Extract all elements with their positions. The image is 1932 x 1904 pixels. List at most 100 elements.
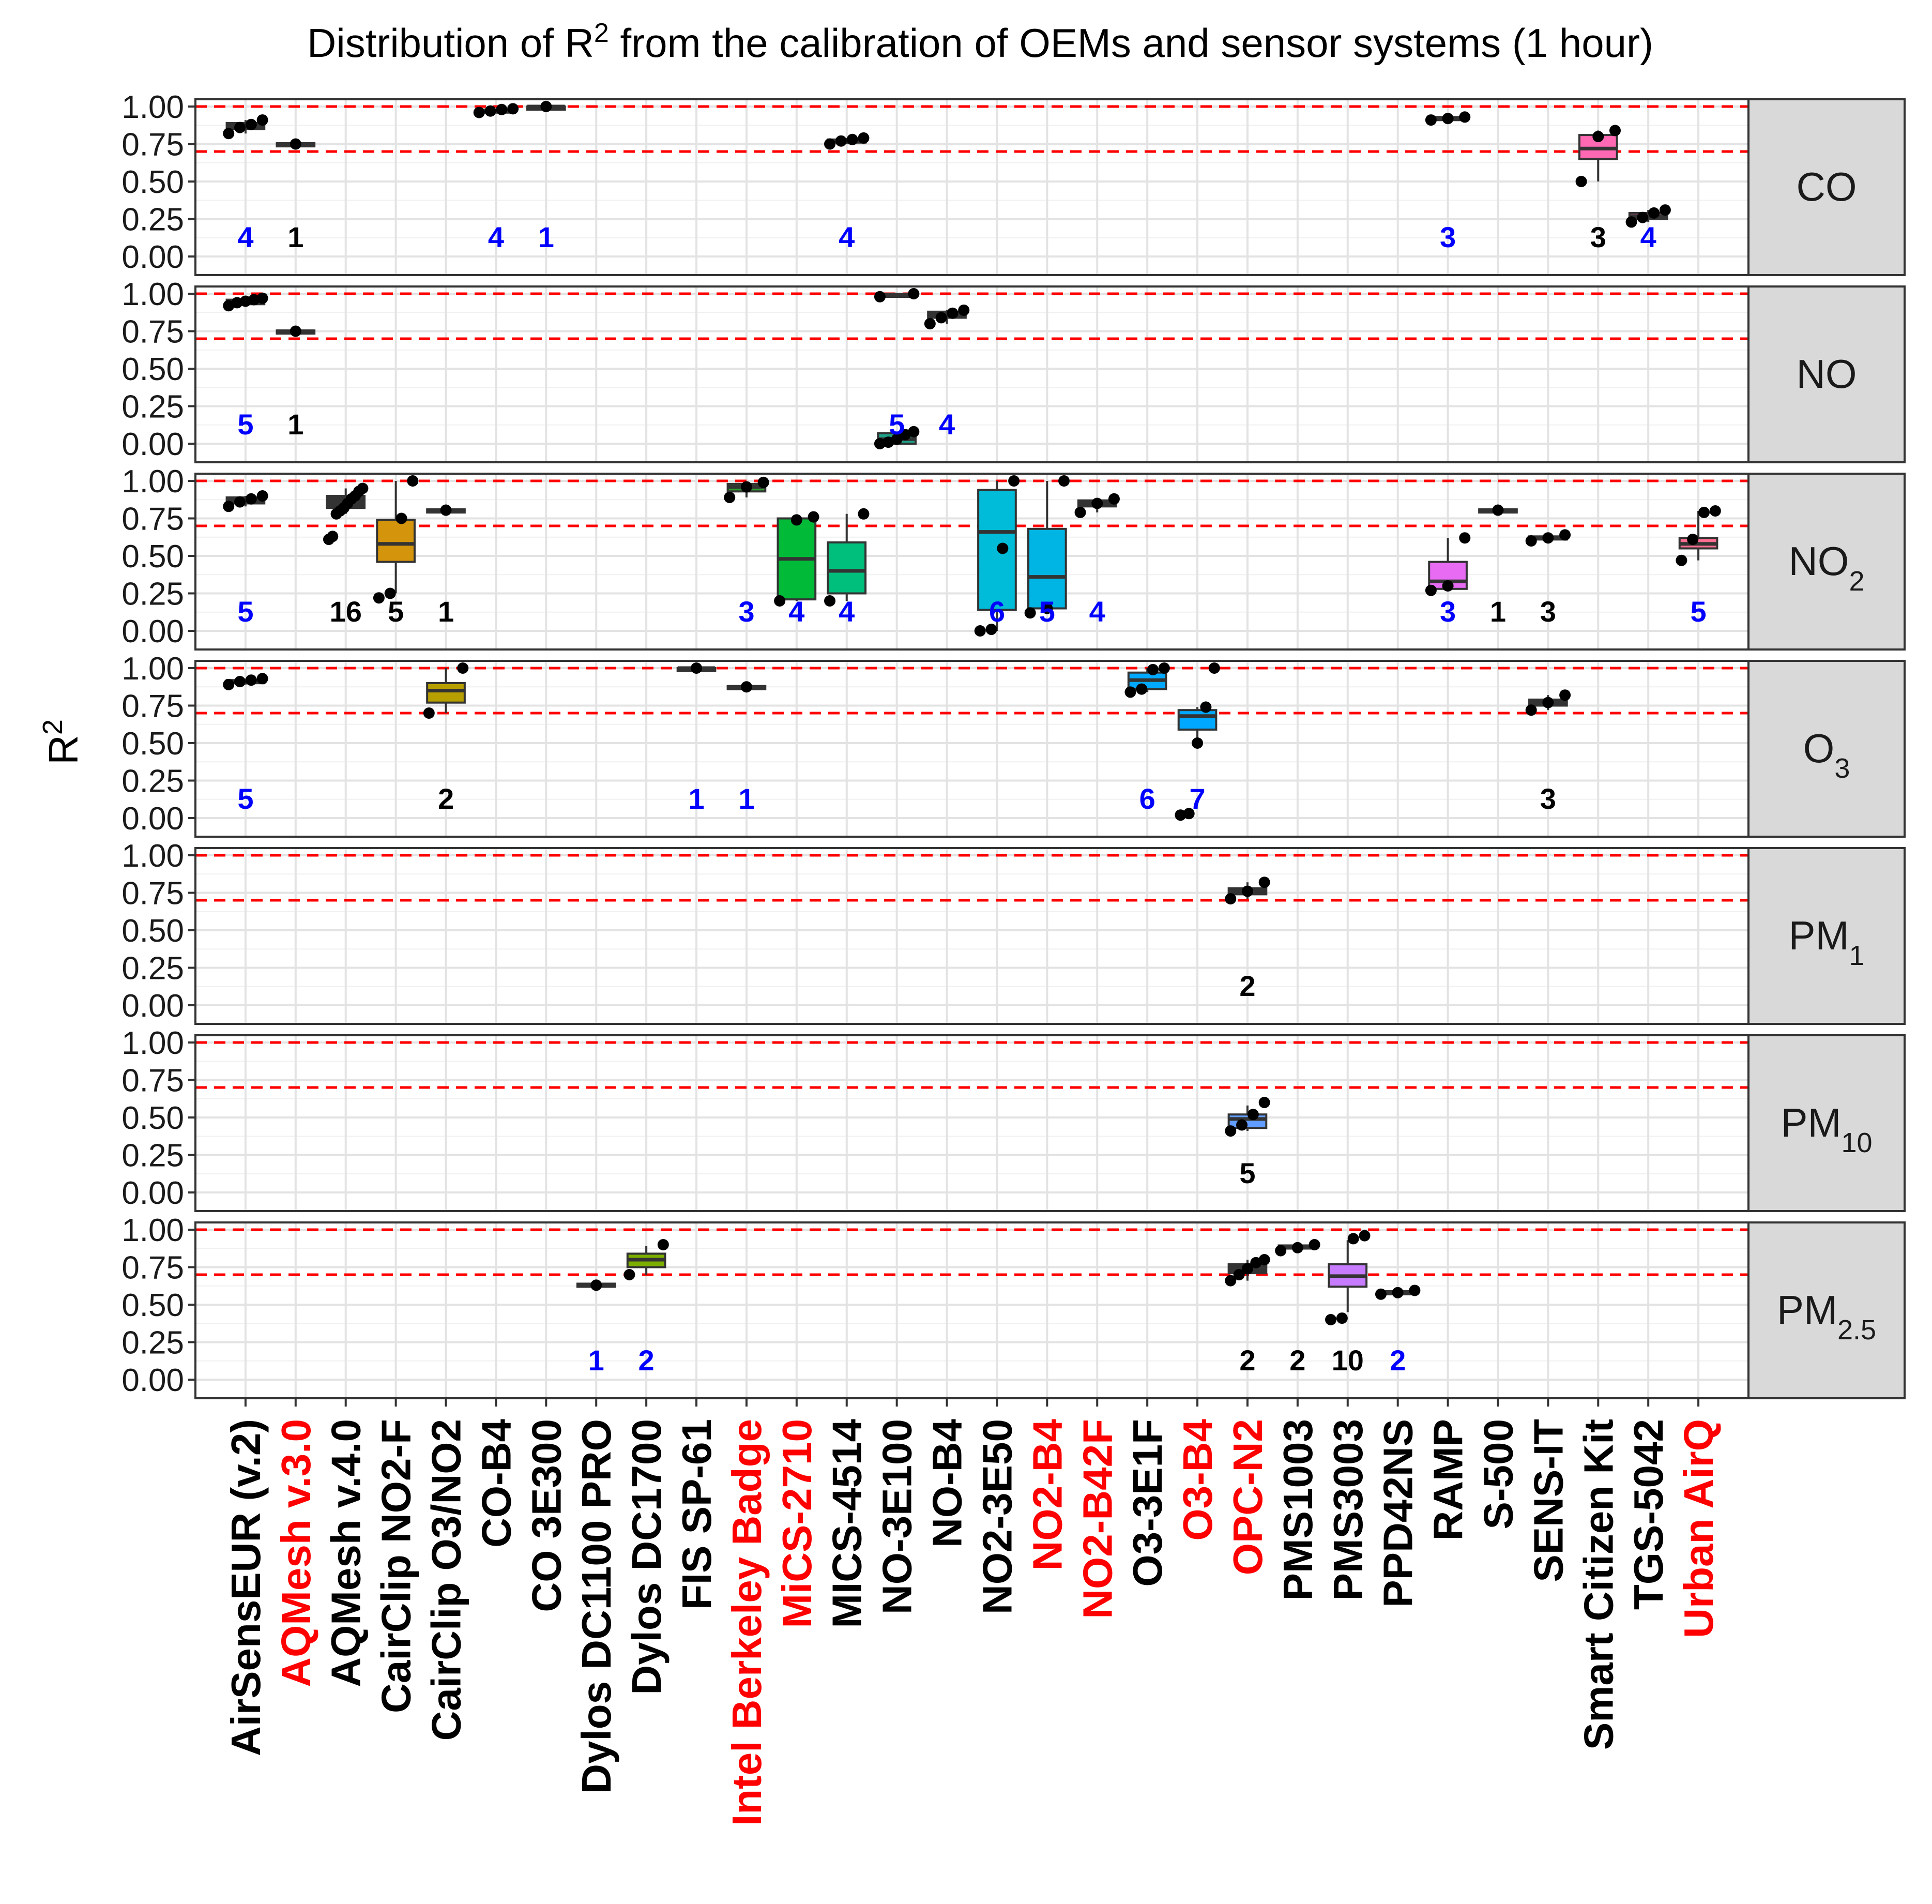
data-point [1625, 216, 1637, 228]
panel-background [195, 474, 1748, 649]
strip-background [1747, 660, 1906, 838]
x-tick-label: Intel Berkeley Badge [724, 1419, 770, 1826]
box-AirSensEUR (v.2): 4 [223, 114, 268, 253]
data-point [245, 118, 257, 130]
count-label: 5 [237, 595, 253, 628]
x-tick-label: AQMesh v.4.0 [323, 1419, 369, 1687]
strip-background [1747, 847, 1906, 1025]
data-point [1659, 204, 1671, 216]
data-point [1609, 125, 1621, 137]
data-point [1074, 506, 1086, 518]
box-CairClip NO2-F: 5 [373, 475, 419, 628]
data-point [935, 312, 947, 324]
count-label: 4 [939, 408, 955, 441]
data-point [1241, 1263, 1253, 1275]
y-tick-label: 1.00 [121, 277, 184, 312]
strip-label: O3 [1803, 726, 1850, 784]
data-point [1637, 211, 1649, 223]
data-point [774, 595, 786, 607]
count-label: 10 [1332, 1344, 1364, 1377]
strip-label-sub: 2.5 [1837, 1314, 1876, 1346]
data-point [590, 1279, 602, 1291]
data-point [891, 433, 903, 445]
x-tick-label: MiCS-2710 [774, 1419, 820, 1628]
y-tick-label: 0.75 [121, 502, 184, 537]
y-tick-label: 1.00 [121, 1025, 184, 1061]
chart-title-rest: from the calibration of OEMs and sensor … [609, 20, 1653, 66]
data-point [1698, 506, 1710, 518]
box-Intel Berkeley Badge: 1 [726, 681, 767, 815]
strip-background [1747, 473, 1906, 651]
y-tick-label: 0.50 [121, 1288, 184, 1323]
y-tick-label: 1.00 [121, 651, 184, 687]
data-point [1459, 532, 1471, 544]
data-point [1709, 505, 1721, 517]
data-point [234, 122, 246, 133]
data-point [623, 1269, 635, 1280]
x-tick-label: Urban AirQ [1676, 1419, 1722, 1638]
x-tick-label: AirSensEUR (v.2) [223, 1419, 269, 1756]
box-CO-B4: 4 [473, 103, 519, 253]
box-iqr [977, 489, 1017, 611]
data-point [1091, 497, 1103, 509]
x-tick-label: NO2-B42F [1074, 1419, 1120, 1619]
data-point [1492, 504, 1504, 516]
data-point [234, 676, 246, 688]
data-point [457, 662, 469, 674]
box-O3-B4: 7 [1175, 662, 1220, 821]
box-AirSensEUR (v.2): 5 [223, 292, 268, 441]
data-point [874, 291, 886, 303]
data-point [1241, 885, 1253, 897]
data-point [1676, 554, 1687, 566]
x-tick-label: AQMesh v.3.0 [273, 1419, 319, 1687]
data-point [1575, 176, 1587, 187]
y-tick-label: 0.25 [121, 202, 184, 238]
y-tick-label: 1.00 [121, 838, 184, 874]
box-NO-B4: 4 [924, 304, 970, 441]
x-tick-label: RAMP [1425, 1419, 1471, 1541]
x-tick-label: CairClip NO2-F [373, 1419, 419, 1713]
data-point [908, 426, 920, 437]
box-FIS SP-61: 1 [676, 662, 717, 815]
strip-label-main: NO [1797, 351, 1857, 397]
count-label: 3 [1440, 595, 1456, 628]
data-point [947, 307, 959, 319]
box-NO-3E100 [874, 288, 920, 303]
data-point [985, 624, 997, 636]
data-point [808, 511, 819, 523]
data-point [407, 475, 419, 487]
data-point [1136, 683, 1148, 695]
count-label: 5 [1039, 595, 1055, 628]
box-OPC-N2: 2 [1225, 877, 1270, 1002]
box-PPD42NS: 2 [1375, 1285, 1421, 1377]
data-point [1442, 113, 1454, 125]
y-tick-label: 0.00 [121, 988, 184, 1024]
data-point [1291, 1242, 1303, 1253]
box-CairClip O3/NO2: 1 [426, 504, 466, 628]
data-point [473, 107, 485, 118]
count-label: 6 [989, 595, 1005, 628]
x-tick-label: SENS-IT [1525, 1419, 1571, 1582]
data-point [327, 531, 339, 542]
count-label: 3 [1440, 221, 1456, 253]
count-label: 1 [1490, 595, 1506, 628]
x-tick-label: OPC-N2 [1225, 1419, 1271, 1575]
count-label: 5 [889, 408, 905, 441]
box-MICS-4514: 4 [824, 508, 870, 628]
box-AQMesh v.3.0: 1 [276, 325, 316, 441]
data-point [507, 103, 519, 115]
data-point [1183, 808, 1195, 820]
data-point [1058, 475, 1070, 487]
data-point [724, 491, 736, 503]
y-tick-label: 1.00 [121, 89, 184, 125]
box-RAMP: 3 [1425, 532, 1471, 628]
y-tick-label: 0.25 [121, 764, 184, 799]
strip-label: CO [1797, 164, 1857, 209]
box-CairClip O3/NO2: 2 [423, 662, 469, 815]
data-point [1687, 534, 1699, 546]
count-label: 2 [1239, 970, 1255, 1002]
data-point [874, 438, 886, 449]
data-point [256, 673, 268, 685]
box-iqr [1177, 709, 1218, 731]
panel-background [195, 1222, 1748, 1398]
